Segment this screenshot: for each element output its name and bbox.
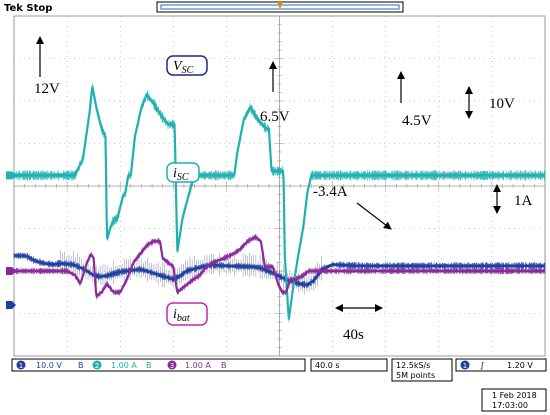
annotations: 12V VSC 6.5V 4.5V 10V iSC -3.4A 1A [34,36,533,343]
top-status-bar: Tek Stop [4,1,404,14]
ch1-scale: 10.0 V [36,361,62,370]
trigger-box [455,358,547,372]
ch1-trace [13,254,546,287]
ch3-number: 3 [170,362,174,370]
datetime-box [481,388,547,412]
ch1-ground-marker [6,301,16,309]
ch3-bandwidth: B [221,361,227,370]
vsc-label-box [166,55,208,76]
label-12v: 12V [34,81,60,97]
sample-rate: 12.5kS/s [396,361,430,370]
timebase-box [310,358,388,372]
ch1-number: 1 [19,362,23,370]
vsc-label: VSC [173,59,194,76]
trigger-position-marker [277,2,283,9]
timebase: 40.0 s [315,361,340,370]
label-1a: 1A [514,193,533,209]
ch1-bandwidth: B [78,361,84,370]
label-10v: 10V [489,96,515,112]
channel-settings-box [11,358,306,372]
trigger-level: 1.20 V [507,361,533,370]
ch1-badge [16,360,26,370]
trigger-slope-icon: ∫ [480,361,484,370]
ch2-number: 2 [95,362,99,370]
isc-label-box [166,162,200,183]
bottom-status-bar: 1 10.0 V B 2 1.00 A B 3 1.00 A B 40.0 s … [11,358,547,412]
ibat-label: ibat [173,307,190,324]
label-4-5v: 4.5V [402,113,432,129]
ground-markers [6,171,16,309]
label-6-5v: 6.5V [260,109,290,125]
ch2-scale: 1.00 A [111,361,137,370]
ch3-ground-marker [6,267,16,275]
ch3-scale: 1.00 A [185,361,211,370]
ch3-trace [13,236,546,298]
date: 1 Feb 2018 [492,391,537,400]
label-minus-3-4a: -3.4A [313,184,348,200]
ch2-badge [92,360,102,370]
isc-label: iSC [173,166,189,183]
record-length: 5M points [396,371,435,380]
label-40s: 40s [343,327,364,343]
run-status: Tek Stop [4,3,52,14]
ch2-ground-marker [6,171,16,180]
ch3-badge [167,360,177,370]
time: 17:03:00 [492,401,528,410]
arrow-minus-3-4a [356,202,392,230]
trigger-channel: 1 [463,362,467,370]
ibat-label-box [166,302,208,326]
graticule [13,15,546,357]
acquisition-box [391,358,453,382]
trigger-channel-badge [460,360,470,370]
ch2-bandwidth: B [146,361,152,370]
ch2-trace [13,85,546,320]
